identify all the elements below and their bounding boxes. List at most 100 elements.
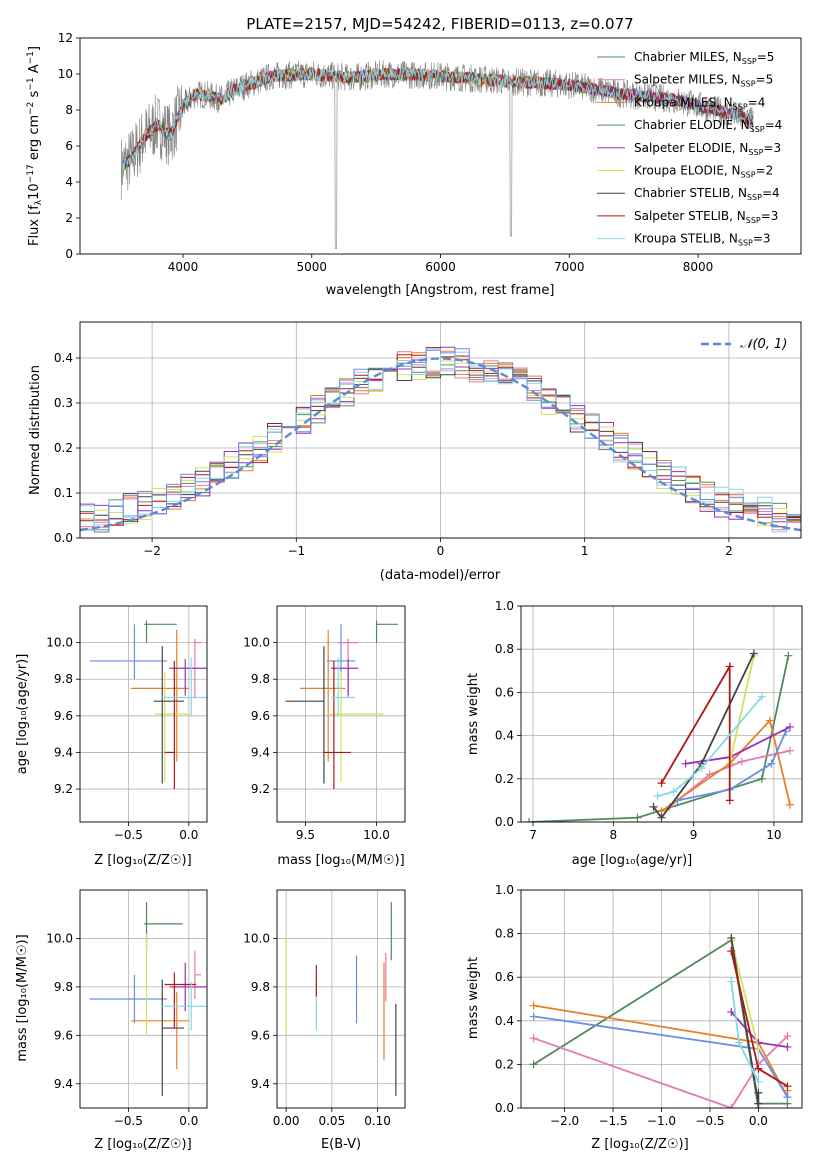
y-tick-label: 10: [58, 67, 73, 81]
y-tick-label: 4: [65, 175, 73, 189]
weight-vs-Z-plot-area: −2.0 −1.5 −1.0 −0.5 0.0 0.0 0.2 0.4 0.6 0.8 1.0: [495, 883, 803, 1128]
x-tick-label: 8000: [683, 260, 714, 274]
x-tick-label: −2: [143, 544, 161, 558]
legend-label: Kroupa STELIB, NSSP=3: [634, 232, 771, 248]
axes-frame: [520, 605, 803, 823]
weight-point-marker: [735, 1038, 744, 1047]
y-tick-label: 9.4: [54, 745, 73, 759]
weight-point-marker: [765, 716, 774, 725]
mass-vs-Z-xlabel: Z [log₁₀(Z/Z☉)]: [94, 1137, 191, 1152]
weight-point-marker: [737, 757, 746, 766]
mass-vs-Z-panel: −0.5 0.0 9.4 9.6 9.8 10.0 Z [log₁₀(Z/Z☉)] mas…: [15, 889, 208, 1152]
y-tick-label: 0.2: [54, 441, 73, 455]
weight-series-line: [677, 730, 787, 802]
legend-label: Chabrier MILES, NSSP=5: [634, 50, 774, 66]
weight-point-marker: [725, 796, 734, 805]
errorbar-group: [89, 902, 207, 1096]
x-tick-label: 0.00: [273, 1114, 300, 1128]
weight-series-line: [652, 653, 755, 820]
legend-label: Salpeter STELIB, NSSP=3: [634, 209, 778, 225]
age-vs-Z-plot-area: −0.5 0.0 9.2 9.4 9.6 9.8 10.0: [46, 605, 208, 842]
y-tick-label: 1.0: [495, 599, 514, 613]
histogram-group: [80, 346, 801, 538]
y-tick-label: 8: [65, 103, 73, 117]
histogram-step: [80, 348, 801, 538]
x-tick-label: 0.0: [749, 1114, 768, 1128]
weight-series-line: [728, 655, 755, 764]
weight-point-marker: [525, 818, 534, 822]
gaussian-curve: [80, 357, 801, 532]
y-tick-label: 0.4: [495, 729, 514, 743]
weight-point-marker: [529, 1034, 538, 1043]
weight-series-line: [528, 655, 790, 822]
y-tick-label: 9.6: [54, 709, 73, 723]
y-tick-label: 9.8: [54, 672, 73, 686]
weight-point-marker: [649, 802, 658, 811]
mass-vs-ebv-plot-area: 0.00 0.05 0.10 9.4 9.6 9.8 10.0: [243, 889, 406, 1128]
age-vs-Z-xlabel: Z [log₁₀(Z/Z☉)]: [94, 853, 191, 868]
axes-frame: [79, 889, 208, 1109]
legend-label: Salpeter ELODIE, NSSP=3: [634, 141, 781, 157]
legend-label: Kroupa ELODIE, NSSP=2: [634, 164, 773, 180]
weight-vs-age-ylabel: mass weight: [466, 673, 481, 755]
errorbar-group: [285, 620, 398, 790]
weight-point-marker: [749, 649, 758, 658]
weight-point-marker: [657, 779, 666, 788]
weight-point-marker: [754, 1045, 763, 1054]
age-vs-mass-panel: 9.5 10.0 9.2 9.4 9.6 9.8 10.0 mass [log₁₀(M/M☉…: [243, 605, 406, 868]
spectrum-xlabel: wavelength [Angstrom, rest frame]: [326, 283, 555, 298]
weight-point-marker: [783, 1032, 792, 1041]
y-tick-label: 9.4: [251, 745, 270, 759]
y-tick-label: 0.6: [495, 970, 514, 984]
errorbar-group: [89, 620, 207, 790]
y-tick-label: 9.8: [251, 672, 270, 686]
weight-point-marker: [785, 800, 794, 809]
y-tick-label: 0.0: [495, 1101, 514, 1115]
y-tick-label: 9.4: [54, 1077, 73, 1091]
weight-point-marker: [657, 813, 666, 822]
weight-point-marker: [757, 692, 766, 701]
y-tick-label: 9.2: [251, 782, 270, 796]
residuals-ylabel: Normed distribution: [28, 365, 43, 495]
y-tick-label: 0.4: [54, 351, 73, 365]
weight-point-marker: [783, 1042, 792, 1051]
y-tick-label: 10.0: [243, 931, 270, 945]
weight-vs-age-panel: 7 8 9 10 0.0 0.2 0.4 0.6 0.8 1.0 age [log₁₀(age/y…: [466, 599, 803, 868]
model-spectrum-line: [122, 67, 754, 173]
x-tick-label: −1.0: [647, 1114, 676, 1128]
y-tick-label: 9.8: [54, 980, 73, 994]
residuals-plot-area: −2 −1 0 1 2 0.0 0.1 0.2 0.3 0.4 𝒩(0, 1): [54, 321, 802, 558]
weight-lines: [525, 649, 794, 822]
spectrum-legend: Chabrier MILES, NSSP=5 Salpeter MILES, NS…: [597, 50, 782, 248]
spectrum-panel: PLATE=2157, MJD=54242, FIBERID=0113, z=0…: [26, 15, 802, 298]
weight-point-marker: [727, 947, 736, 956]
x-tick-label: −0.5: [114, 1114, 143, 1128]
axes-frame: [79, 37, 802, 255]
x-tick-label: −2.0: [550, 1114, 579, 1128]
y-tick-label: 0.4: [495, 1014, 514, 1028]
weight-point-marker: [727, 1008, 736, 1017]
legend-label: Salpeter MILES, NSSP=5: [634, 73, 773, 89]
weight-point-marker: [653, 792, 662, 801]
weight-series-line: [657, 696, 763, 797]
x-tick-label: 8: [610, 828, 618, 842]
weight-lines: [529, 933, 792, 1108]
y-tick-label: 9.4: [251, 1077, 270, 1091]
weight-point-marker: [784, 651, 793, 660]
x-tick-label: 9.5: [296, 828, 315, 842]
weight-point-marker: [757, 774, 766, 783]
age-vs-mass-plot-area: 9.5 10.0 9.2 9.4 9.6 9.8 10.0: [243, 605, 406, 842]
y-tick-label: 0.6: [495, 685, 514, 699]
weight-point-marker: [783, 1093, 792, 1102]
legend-label: Chabrier ELODIE, NSSP=4: [634, 118, 782, 134]
weight-point-marker: [529, 1060, 538, 1069]
x-tick-label: 0.10: [364, 1114, 391, 1128]
x-tick-label: 7: [529, 828, 537, 842]
axes-frame: [79, 605, 208, 823]
weight-point-marker: [754, 1088, 763, 1097]
y-tick-label: 0: [65, 247, 73, 261]
y-tick-label: 9.6: [54, 1028, 73, 1042]
y-tick-label: 0.3: [54, 396, 73, 410]
weight-point-marker: [725, 662, 734, 671]
